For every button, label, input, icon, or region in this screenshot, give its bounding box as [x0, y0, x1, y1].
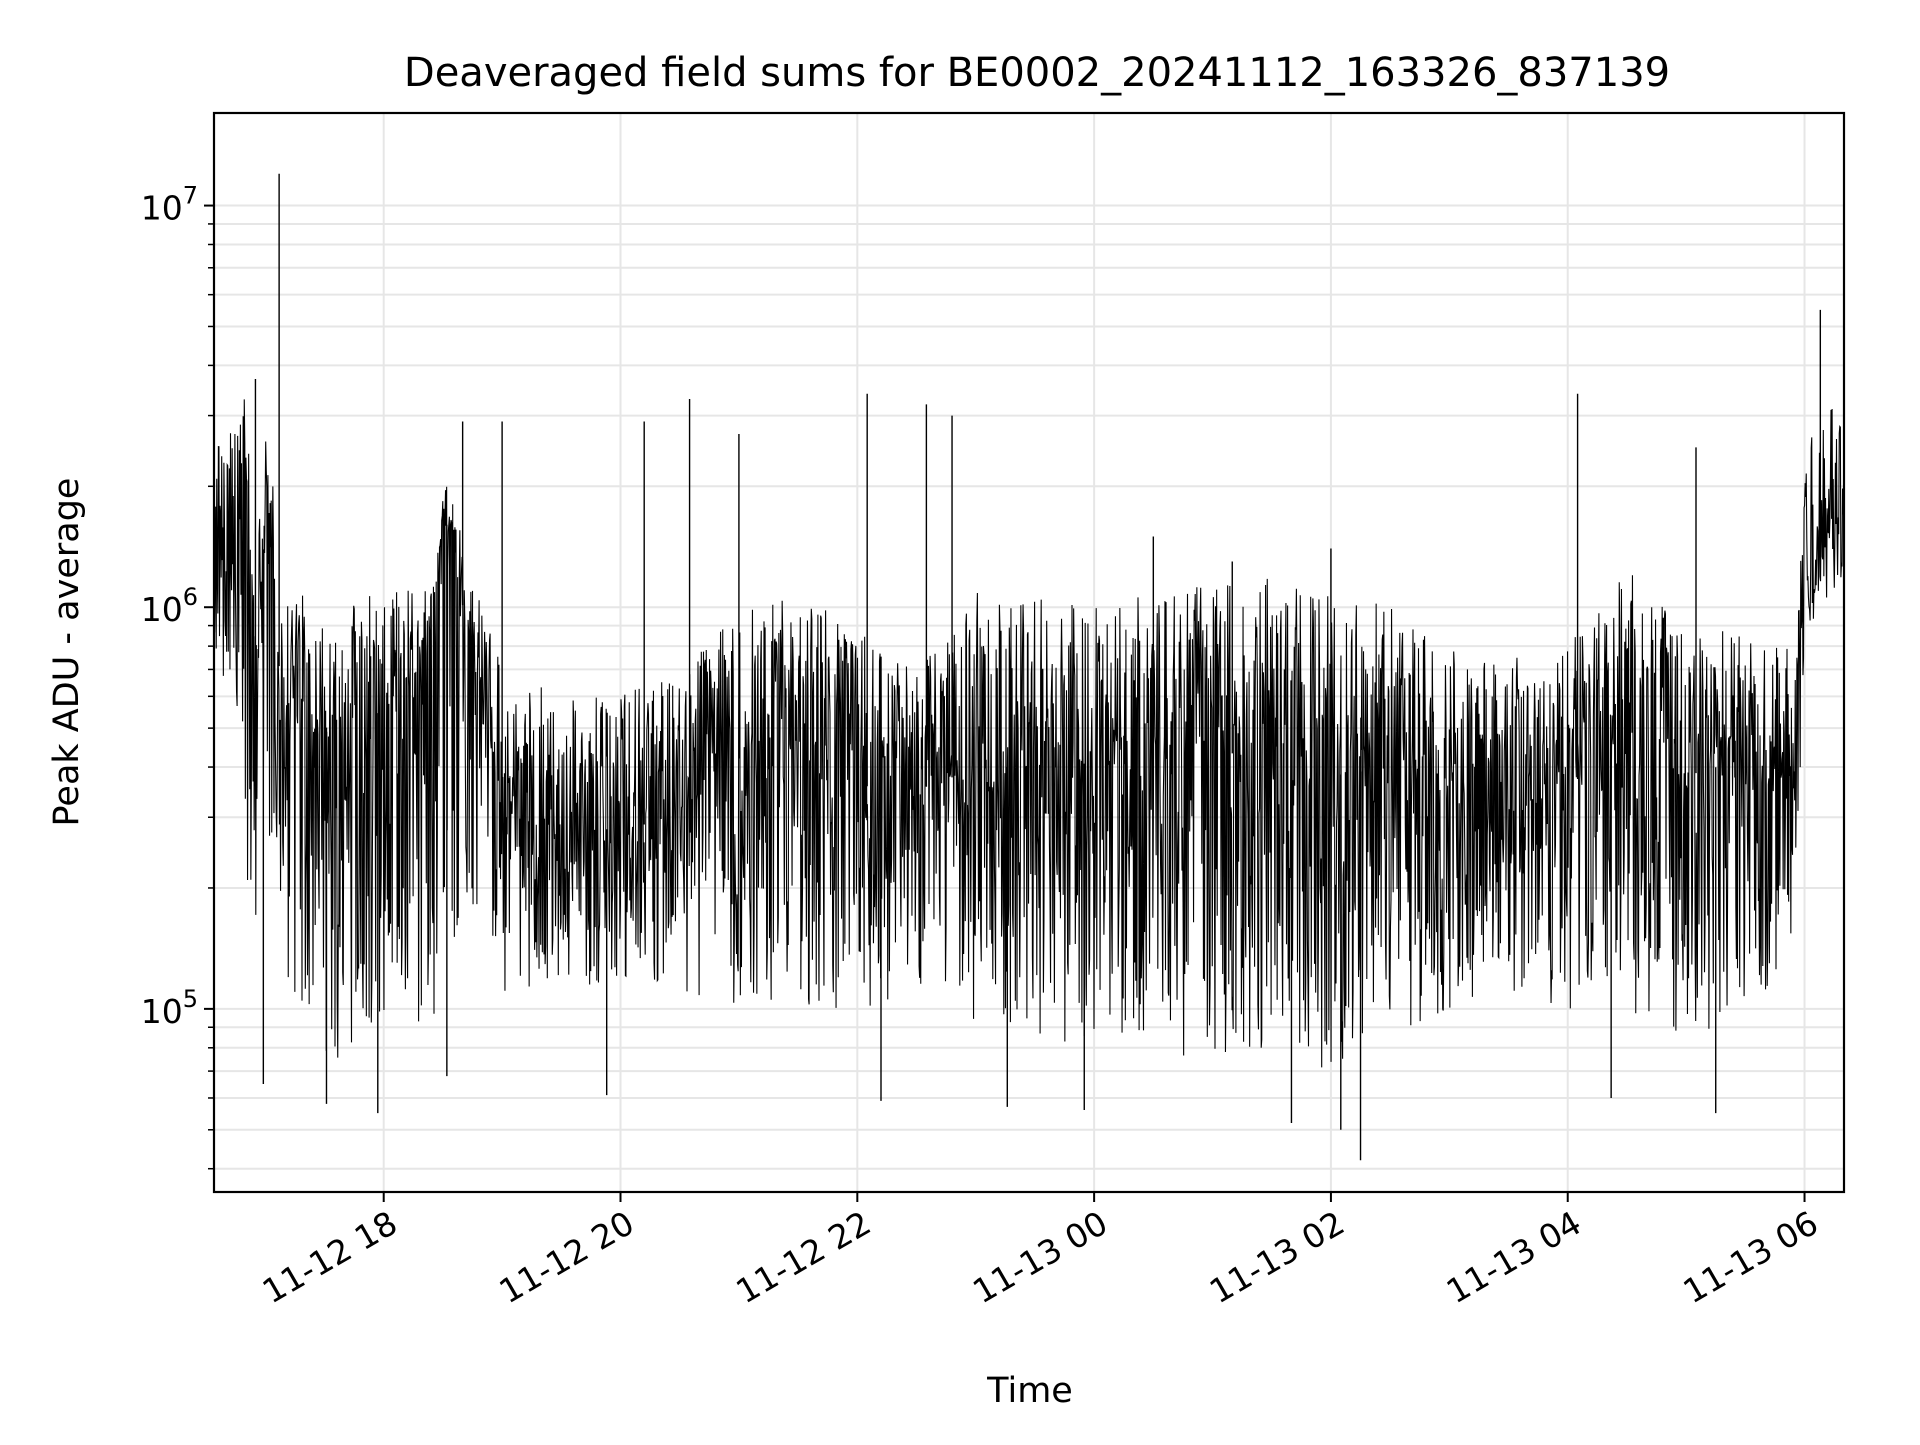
series-line	[213, 399, 1845, 1068]
y-tick-exponent: 5	[183, 985, 198, 1013]
y-tick-base: 10	[141, 992, 183, 1031]
chart-title: Deaveraged field sums for BE0002_2024111…	[404, 50, 1670, 96]
plot-area	[213, 173, 1845, 1161]
y-tick-base: 10	[141, 590, 183, 629]
y-tick-label: 106	[141, 583, 198, 629]
y-tick-label: 105	[141, 985, 198, 1031]
x-axis-label: Time	[986, 1371, 1073, 1411]
axes-frame	[212, 111, 1846, 1194]
y-axis-label: Peak ADU - average	[47, 478, 87, 827]
y-tick-label: 107	[141, 182, 198, 228]
y-tick-exponent: 6	[183, 583, 198, 611]
y-tick-exponent: 7	[183, 182, 198, 210]
y-tick-base: 10	[141, 189, 183, 228]
